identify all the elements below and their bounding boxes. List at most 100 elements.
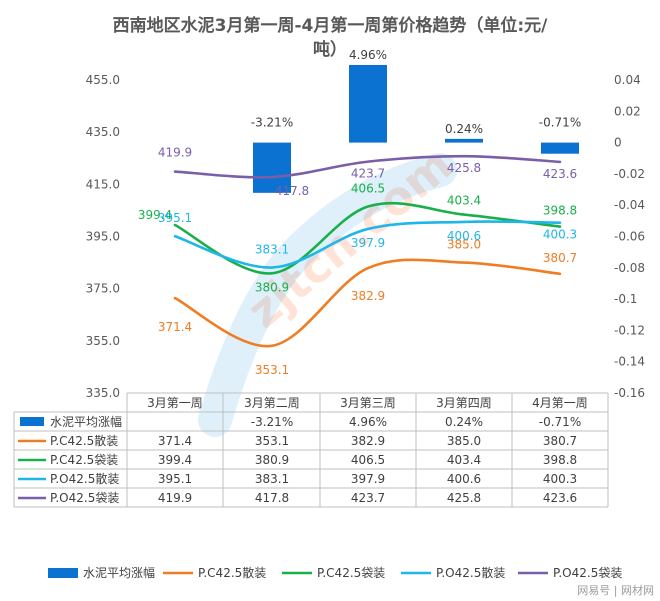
table-cell: 395.1 [158, 472, 192, 486]
bar-avg-change [445, 138, 483, 143]
table-cell: 382.9 [351, 434, 385, 448]
left-axis: 335.0 355.0 375.0 395.0 415.0 435.0 455.0 [86, 73, 120, 400]
right-axis-tick-label: -0.16 [614, 386, 645, 400]
left-axis-tick-label: 335.0 [86, 386, 120, 400]
right-axis-tick-label: -0.04 [614, 198, 645, 212]
line-data-label: 403.4 [447, 194, 481, 208]
line-data-label: 371.4 [158, 320, 192, 334]
table-key-swatch [20, 417, 44, 426]
line-data-label: 380.7 [543, 251, 577, 265]
table-cell: 417.8 [255, 491, 289, 505]
table-cell: 423.7 [351, 491, 385, 505]
bar-data-label: 4.96% [349, 48, 387, 62]
bar-avg-change [253, 142, 291, 193]
left-axis-tick-label: 455.0 [86, 73, 120, 87]
right-axis-tick-label: -0.12 [614, 323, 645, 337]
left-axis-tick-label: 375.0 [86, 282, 120, 296]
table-cell: 403.4 [447, 453, 481, 467]
line-data-label: 398.8 [543, 204, 577, 218]
table-row-label: P.O42.5袋装 [50, 491, 119, 505]
table-cell: 380.7 [543, 434, 577, 448]
watermark-swoosh [198, 153, 457, 437]
table-row-label: P.C42.5袋装 [50, 453, 118, 467]
right-axis: -0.16 -0.14 -0.12 -0.1 -0.08 -0.06 -0.04 -0.02 0… [614, 73, 645, 400]
table-header-cell: 3月第三周 [340, 396, 396, 410]
line-data-label: 417.8 [275, 184, 309, 198]
left-axis-tick-label: 435.0 [86, 125, 120, 139]
legend-swatch [48, 568, 78, 578]
legend-label: P.C42.5袋装 [317, 566, 385, 580]
table-row-label: 水泥平均涨幅 [50, 414, 122, 429]
left-axis-tick-label: 395.0 [86, 230, 120, 244]
table-cell: 371.4 [158, 434, 192, 448]
table-cell: 400.6 [447, 472, 481, 486]
chart-title-line-1: 西南地区水泥3月第一周-4月第一周第价格趋势（单位:元/ [113, 15, 549, 36]
line-data-label: 400.3 [543, 228, 577, 242]
line-data-label: 397.9 [351, 236, 385, 250]
series-line [173, 201, 562, 275]
table-cell: 380.9 [255, 453, 289, 467]
table-cell: 398.8 [543, 453, 577, 467]
table-cell: 385.0 [447, 434, 481, 448]
table-row-label: P.C42.5散装 [50, 433, 118, 448]
table-cell: 4.96% [349, 415, 387, 429]
table-cell: 383.1 [255, 472, 289, 486]
left-axis-tick-label: 415.0 [86, 177, 120, 191]
line-data-label: 385.0 [447, 238, 481, 252]
table-cell: 419.9 [158, 491, 192, 505]
line-data-label: 380.9 [255, 280, 289, 294]
table-header-cell: 3月第二周 [244, 396, 300, 410]
bar-avg-change [541, 142, 579, 154]
right-axis-tick-label: -0.02 [614, 167, 645, 181]
left-axis-tick-label: 355.0 [86, 334, 120, 348]
right-axis-tick-label: 0.04 [614, 73, 641, 87]
table-cell: 353.1 [255, 434, 289, 448]
table-cell: 399.4 [158, 453, 192, 467]
legend-label: P.O42.5袋装 [553, 566, 622, 580]
line-series [173, 154, 562, 348]
right-axis-tick-label: -0.1 [614, 292, 637, 306]
line-data-label: 425.8 [447, 161, 481, 175]
series-line [173, 154, 562, 179]
table-cell: 425.8 [447, 491, 481, 505]
right-axis-tick-label: -0.06 [614, 230, 645, 244]
line-data-label: 419.9 [158, 146, 192, 160]
bar-data-label: -3.21% [251, 116, 293, 130]
table-cell: 397.9 [351, 472, 385, 486]
table-cell: 406.5 [351, 453, 385, 467]
legend: 水泥平均涨幅 P.C42.5散装 P.C42.5袋装 P.O42.5散装 P.O42.5… [48, 565, 622, 580]
source-mark: 网易号 | 网材网 [577, 583, 654, 597]
bar-series [253, 64, 579, 193]
legend-label: P.O42.5散装 [436, 565, 505, 580]
line-data-label: 406.5 [351, 182, 385, 196]
table-cell: 423.6 [543, 491, 577, 505]
line-data-label: 423.6 [543, 167, 577, 181]
series-line [173, 258, 562, 348]
bar-data-label: 0.24% [445, 122, 483, 136]
table-cell: -0.71% [539, 415, 581, 429]
line-data-label: 423.7 [351, 167, 385, 181]
bar-avg-change [349, 64, 387, 143]
legend-label: 水泥平均涨幅 [83, 565, 155, 580]
line-data-label: 399.4 [138, 208, 172, 222]
table-header-cell: 3月第四周 [436, 396, 492, 410]
chart-title-line-2: 吨） [313, 39, 347, 60]
line-data-label: 353.1 [255, 363, 289, 377]
legend-label: P.C42.5散装 [198, 565, 266, 580]
bar-data-label: -0.71% [539, 116, 581, 130]
series-line [173, 220, 562, 269]
table-header-cell: 4月第一周 [532, 396, 588, 410]
right-axis-tick-label: 0 [614, 136, 622, 150]
right-axis-tick-label: -0.08 [614, 261, 645, 275]
table-header-cell: 3月第一周 [147, 396, 203, 410]
line-data-label: 400.6 [447, 229, 481, 243]
data-labels: -3.21% 4.96% 0.24% -0.71% 371.4 353.1 382.9 385… [138, 48, 581, 377]
right-axis-tick-label: 0.02 [614, 104, 641, 118]
line-data-label: 382.9 [351, 289, 385, 303]
right-axis-tick-label: -0.14 [614, 355, 645, 369]
table-cell: 0.24% [445, 415, 483, 429]
table-cell: 400.3 [543, 472, 577, 486]
table-cell: -3.21% [251, 415, 293, 429]
